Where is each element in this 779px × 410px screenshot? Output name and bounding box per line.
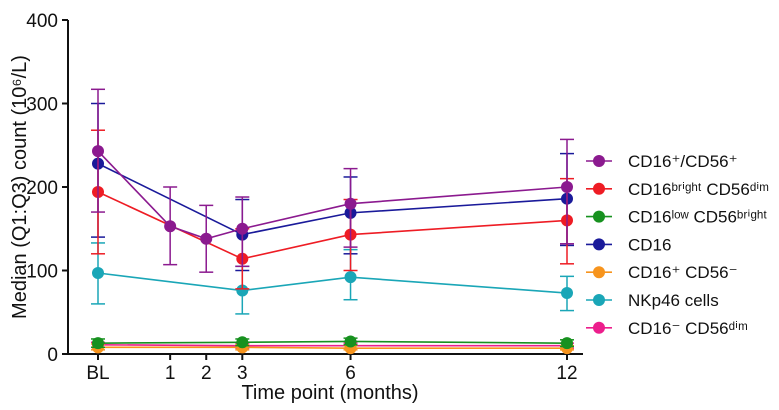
legend-label: CD16ˡᵒʷ CD56ᵇʳⁱᵍʰᵗ bbox=[628, 208, 767, 227]
legend-item: CD16⁻ CD56ᵈⁱᵐ bbox=[586, 319, 748, 338]
data-point bbox=[92, 145, 104, 158]
legend-item: CD16⁺ CD56⁻ bbox=[586, 263, 738, 282]
x-tick-label: BL bbox=[86, 363, 109, 384]
series-line bbox=[97, 150, 568, 240]
y-tick-label: 0 bbox=[47, 345, 58, 366]
data-point bbox=[561, 181, 573, 193]
series-layer bbox=[91, 88, 574, 355]
legend-swatch-marker bbox=[593, 266, 605, 279]
legend-item: CD16ˡᵒʷ CD56ᵇʳⁱᵍʰᵗ bbox=[586, 208, 767, 227]
x-tick-label: 12 bbox=[556, 363, 577, 384]
legend-swatch-marker bbox=[593, 238, 605, 251]
legend-item: CD16ᵇʳⁱᵍʰᵗ CD56ᵈⁱᵐ bbox=[586, 180, 769, 199]
series-7 bbox=[91, 338, 574, 352]
series-line bbox=[98, 346, 567, 349]
legend-label: NKp46 cells bbox=[628, 291, 719, 310]
x-tick-label: 3 bbox=[237, 363, 248, 384]
legend-swatch-marker bbox=[593, 321, 605, 334]
legend-label: CD16⁺/CD56⁺ bbox=[628, 152, 738, 171]
legend-label: CD16ᵇʳⁱᵍʰᵗ CD56ᵈⁱᵐ bbox=[628, 180, 769, 199]
data-point bbox=[344, 197, 357, 210]
y-tick-label: 100 bbox=[26, 262, 58, 283]
legend-label: CD16⁺ CD56⁻ bbox=[628, 263, 738, 282]
series-line bbox=[97, 344, 567, 347]
x-tick-label: 6 bbox=[345, 363, 356, 384]
data-point bbox=[200, 232, 213, 245]
data-point bbox=[92, 267, 104, 280]
y-tick-label: 300 bbox=[26, 95, 58, 116]
series-6 bbox=[91, 242, 574, 315]
legend-label: CD16⁻ CD56ᵈⁱᵐ bbox=[628, 319, 748, 338]
legend: CD16⁺/CD56⁺ CD16ᵇʳⁱᵍʰᵗ CD56ᵈⁱᵐ CD16ˡᵒʷ CD5… bbox=[586, 152, 769, 338]
series-line bbox=[97, 340, 568, 344]
x-tick-label: 1 bbox=[165, 363, 176, 384]
y-axis-title: Median (Q1:Q3) count (10⁶/L) bbox=[9, 55, 31, 319]
data-point bbox=[236, 222, 249, 235]
legend-item: NKp46 cells bbox=[586, 291, 719, 310]
data-point bbox=[561, 337, 573, 350]
data-point bbox=[344, 335, 357, 348]
legend-item: CD16⁺/CD56⁺ bbox=[586, 152, 738, 171]
series-line bbox=[97, 272, 568, 294]
data-point bbox=[561, 287, 573, 300]
legend-item: CD16 bbox=[586, 235, 671, 254]
y-tick-label: 200 bbox=[26, 178, 58, 199]
x-axis-title: Time point (months) bbox=[241, 382, 418, 404]
series-1 bbox=[91, 88, 574, 273]
legend-label: CD16 bbox=[628, 235, 671, 254]
legend-swatch-marker bbox=[593, 210, 605, 223]
y-tick-label: 400 bbox=[26, 11, 58, 32]
legend-swatch-marker bbox=[593, 182, 605, 195]
data-point bbox=[344, 271, 357, 284]
data-point bbox=[236, 336, 249, 349]
legend-swatch-marker bbox=[593, 294, 605, 306]
x-tick-label: 2 bbox=[201, 363, 212, 384]
data-point bbox=[236, 284, 249, 297]
data-point bbox=[164, 220, 177, 233]
data-point bbox=[92, 337, 104, 350]
legend-swatch-marker bbox=[593, 155, 605, 167]
series-3 bbox=[91, 335, 574, 350]
